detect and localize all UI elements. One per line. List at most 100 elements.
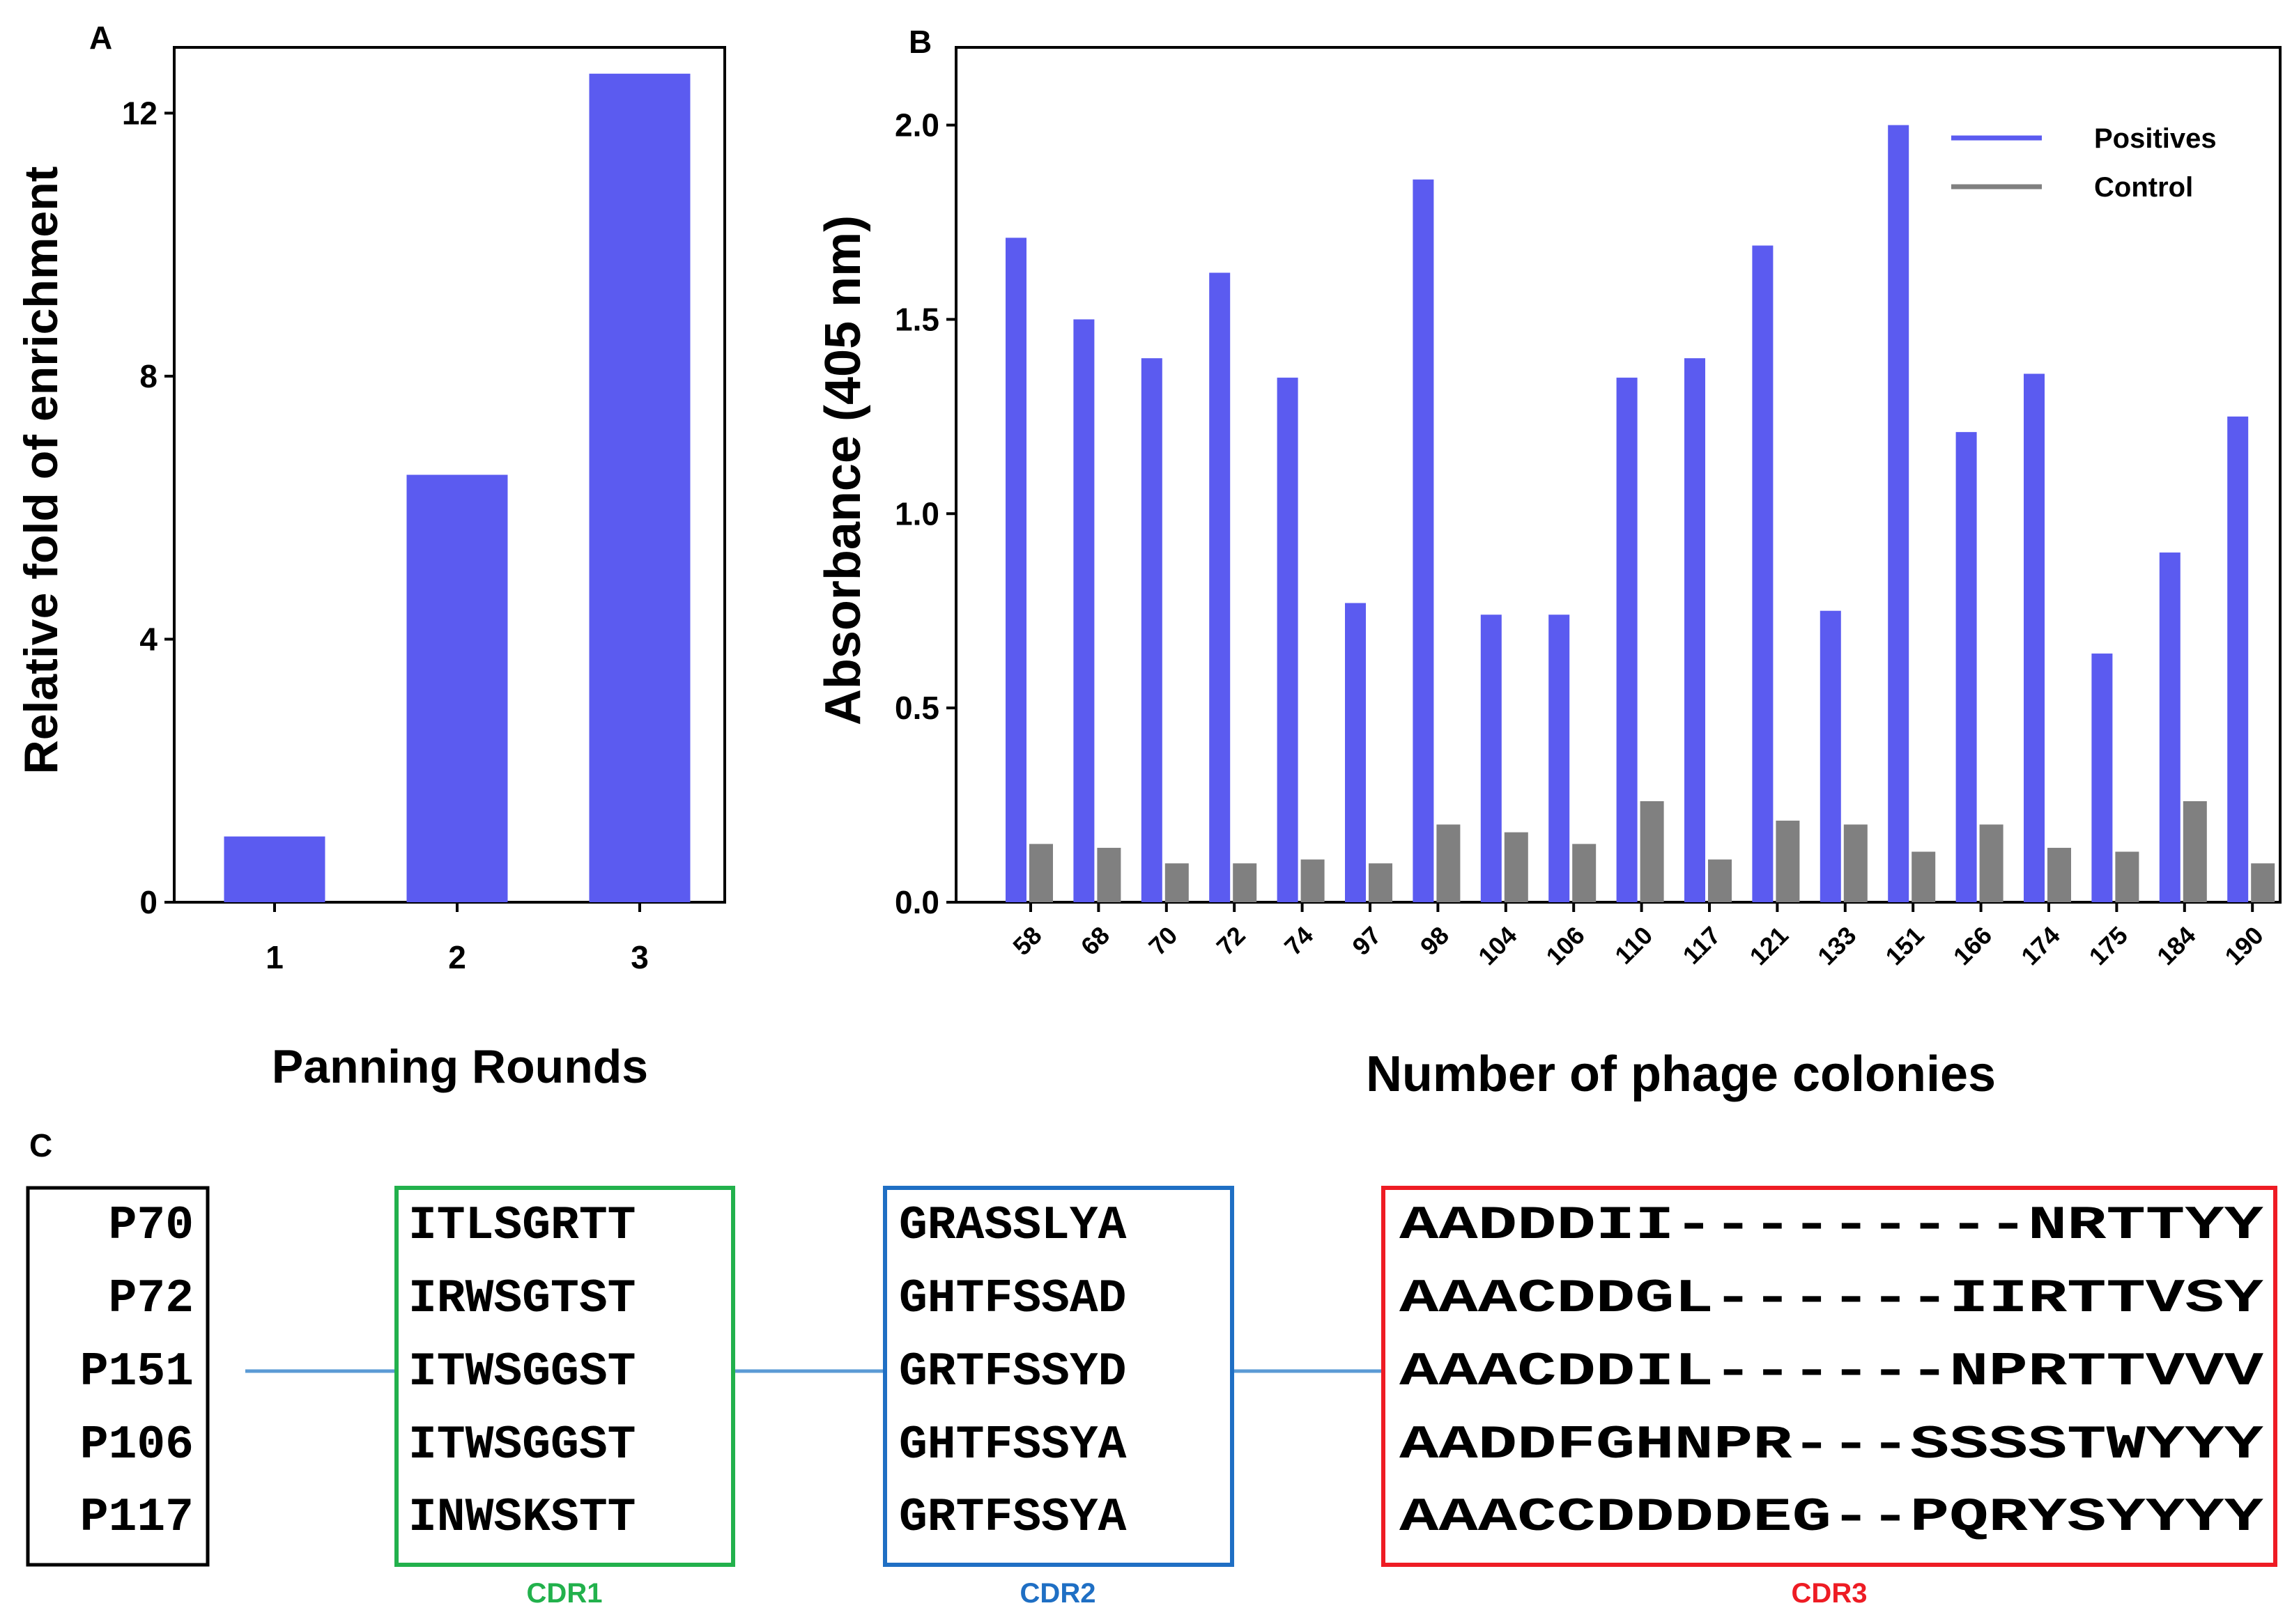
chart-b-bar-control [1640, 801, 1664, 902]
chart-b-ytick-label: 0.5 [895, 690, 939, 726]
chart-b-bar-positive [1684, 358, 1705, 902]
cdr3-label: CDR3 [1792, 1578, 1868, 1609]
chart-b-bar-positive [1345, 603, 1366, 902]
clone-label: P106 [80, 1418, 194, 1472]
chart-b-bar-control [2115, 851, 2139, 902]
chart-b-bar-control [1300, 859, 1325, 902]
cdr3-box [1381, 1186, 2277, 1567]
chart-b-xtick-label: 166 [1948, 921, 1997, 970]
cdr2-sequence: GHTFSSAD [899, 1272, 1126, 1326]
chart-b-xtick-label: 104 [1472, 921, 1522, 970]
chart-a-bar [224, 836, 325, 902]
chart-b-bar-positive [1413, 179, 1434, 903]
chart-b-bar-positive [1006, 238, 1026, 902]
clone-label: P72 [109, 1272, 194, 1326]
panel-label-c: C [29, 1127, 52, 1163]
chart-b-bar-positive [1209, 272, 1231, 902]
alignment-panel: P70 P72 P151 P106 P117 ITLSGRTT IRWSGTST ITWSGG… [26, 1186, 2277, 1609]
cdr1-sequence: ITWSGGST [408, 1345, 636, 1399]
chart-b-xtick-label: 72 [1211, 921, 1251, 961]
chart-a-ytick-label: 0 [139, 884, 157, 920]
chart-b-bar-positive [1073, 319, 1095, 903]
panel-label-b: B [909, 24, 932, 60]
chart-b-xtick-label: 184 [2151, 921, 2201, 970]
chart-b-bar-control [2183, 801, 2207, 902]
chart-b-bar-positive [1616, 378, 1638, 902]
chart-a-xtick-label: 3 [631, 939, 649, 975]
chart-b-xtick-label: 117 [1677, 921, 1726, 970]
chart-b-bar-control [1572, 844, 1597, 902]
cdr3-sequence: AADDDII---------NRTTYY [1399, 1199, 2263, 1253]
chart-b-bar-control [1436, 824, 1461, 902]
chart-b-xtick-label: 110 [1609, 921, 1658, 970]
chart-a-xtick-label: 1 [266, 939, 284, 975]
chart-b-xtick-label: 190 [2219, 921, 2268, 970]
cdr2-sequence: GRTFSSYA [899, 1491, 1127, 1545]
chart-a-ytick-label: 4 [139, 621, 157, 657]
chart-b-xtick-label: 175 [2084, 921, 2133, 970]
chart-b-bar-control [1979, 824, 2003, 902]
chart-b-xtick-label: 174 [2015, 921, 2065, 970]
chart-b-xlabel: Number of phage colonies [1366, 1046, 1996, 1102]
chart-b-xtick-label: 97 [1346, 921, 1386, 961]
chart-b-xtick-label: 74 [1279, 921, 1318, 961]
cdr2-sequence: GHTFSSYA [899, 1418, 1127, 1472]
chart-a-bar [589, 73, 691, 902]
chart-b-bar-control [1097, 847, 1121, 902]
chart-b-xtick-label: 98 [1415, 921, 1454, 961]
chart-b-bar-positive [2227, 416, 2249, 902]
chart-b-bar-control [1164, 863, 1189, 902]
chart-b-bar-control [1843, 824, 1868, 902]
panel-label-a: A [89, 20, 112, 56]
chart-b-bar-positive [1141, 358, 1162, 902]
cdr1-box [394, 1186, 735, 1567]
chart-b-bar-control [1912, 851, 1936, 902]
chart-b-ytick-label: 0.0 [895, 884, 939, 920]
chart-b: 0.0 0.5 1.0 1.5 2.0 58 68 70 72 74 97 98 104 106 110 11… [895, 46, 2282, 970]
chart-b-xtick-label: 133 [1812, 921, 1861, 970]
chart-b-xtick-label: 70 [1143, 921, 1183, 961]
chart-b-xtick-label: 106 [1540, 921, 1590, 970]
chart-b-bar-positive [1820, 610, 1841, 902]
chart-b-bar-positive [1480, 614, 1502, 902]
cdr3-sequence: AAACCDDDDEG--PQRYSYYYY [1399, 1491, 2263, 1545]
chart-b-bar-control [1708, 859, 1732, 902]
cdr2-box [883, 1186, 1234, 1567]
chart-b-bar-positive [1888, 125, 1909, 903]
clone-box [26, 1186, 210, 1567]
cdr2-label: CDR2 [1020, 1578, 1096, 1609]
cdr3-sequence: AAACDDGL------IIRTTVSY [1399, 1272, 2263, 1326]
chart-a-bar [406, 474, 508, 902]
cdr1-sequence: ITLSGRTT [408, 1199, 636, 1253]
chart-b-bar-positive [1955, 432, 1977, 902]
cdr1-sequence: ITWSGGST [408, 1418, 636, 1472]
chart-b-bar-control [1233, 863, 1257, 902]
chart-a-ylabel: Relative fold of enrichment [15, 167, 68, 775]
chart-b-ylabel: Absorbance (405 nm) [815, 215, 871, 725]
chart-b-bar-control [1029, 844, 1053, 902]
cdr1-sequence: INWSKSTT [408, 1491, 636, 1545]
chart-b-xtick-label: 58 [1007, 921, 1047, 961]
chart-b-xtick-label: 68 [1075, 921, 1115, 961]
legend-label-control: Control [2094, 172, 2193, 203]
chart-b-legend: Positives Control [1951, 123, 2217, 203]
chart-b-ytick-label: 1.5 [895, 301, 939, 337]
chart-b-bar-control [2047, 847, 2071, 902]
cdr1-sequence: IRWSGTST [408, 1272, 636, 1326]
chart-b-bar-positive [2024, 373, 2045, 902]
cdr1-label: CDR1 [527, 1578, 603, 1609]
chart-b-bar-control [1504, 832, 1528, 902]
clone-label: P70 [109, 1199, 194, 1253]
chart-b-ytick-label: 1.0 [895, 495, 939, 532]
chart-a-ytick-label: 8 [139, 358, 157, 394]
chart-b-bar-positive [1548, 614, 1570, 902]
chart-b-bar-positive [2159, 552, 2181, 902]
chart-b-bar-positive [2091, 654, 2113, 902]
chart-a-ytick-label: 12 [122, 95, 157, 131]
chart-b-bar-control [2251, 863, 2275, 902]
chart-b-xtick-label: 121 [1744, 921, 1794, 970]
legend-label-positives: Positives [2094, 123, 2217, 154]
chart-b-ytick-label: 2.0 [895, 107, 939, 144]
